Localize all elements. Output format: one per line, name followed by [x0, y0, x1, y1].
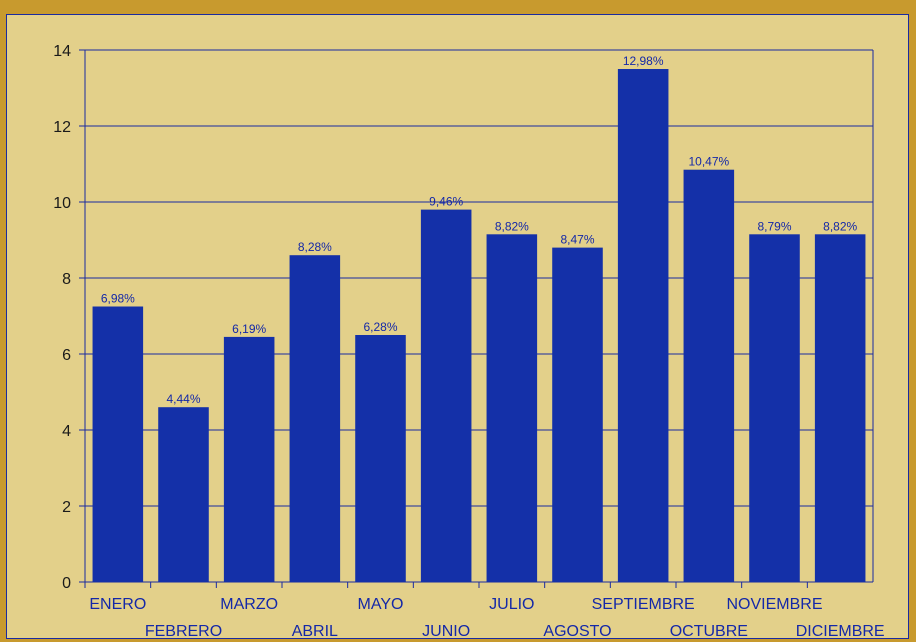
data-label: 6,28% — [363, 320, 397, 334]
x-tick-label: SEPTIEMBRE — [592, 596, 695, 613]
x-tick-label: MAYO — [358, 596, 404, 613]
y-tick-label: 2 — [62, 499, 71, 516]
bar-septiembre — [617, 69, 669, 582]
data-label: 4,44% — [166, 392, 200, 406]
bar-mayo — [355, 335, 406, 582]
bars — [92, 69, 866, 583]
x-tick-label: ABRIL — [292, 623, 338, 640]
x-tick-label: FEBRERO — [145, 623, 222, 640]
data-label: 10,47% — [688, 155, 729, 169]
bar-diciembre — [814, 234, 866, 583]
data-label: 9,46% — [429, 195, 463, 209]
bar-junio — [420, 209, 472, 582]
y-tick-label: 12 — [53, 119, 71, 136]
bar-chart: 0 2 4 6 8 10 12 14 6,98% ENERO 4,44% FEBRERO 6,19% MA… — [53, 43, 884, 640]
data-label: 8,47% — [560, 233, 594, 247]
bar-noviembre — [749, 234, 800, 583]
labels: 0 2 4 6 8 10 12 14 6,98% ENERO 4,44% FEBRERO 6,19% MA… — [53, 43, 884, 640]
bar-abril — [289, 255, 341, 582]
bar-octubre — [683, 169, 735, 582]
y-tick-label: 0 — [62, 575, 71, 592]
bar-enero — [92, 306, 144, 582]
x-tick-label: OCTUBRE — [670, 623, 748, 640]
y-tick-label: 8 — [62, 271, 71, 288]
data-label: 8,79% — [757, 219, 791, 233]
y-tick-label: 6 — [62, 347, 71, 364]
data-label: 8,82% — [495, 219, 529, 233]
axes — [79, 49, 874, 588]
y-tick-label: 14 — [53, 43, 71, 60]
y-tick-label: 4 — [62, 423, 71, 440]
data-label: 6,98% — [101, 292, 135, 306]
x-tick-label: NOVIEMBRE — [726, 596, 822, 613]
chart-frame: 0 2 4 6 8 10 12 14 6,98% ENERO 4,44% FEBRERO 6,19% MA… — [6, 14, 909, 640]
x-tick-label: ENERO — [89, 596, 146, 613]
y-tick-label: 10 — [53, 195, 71, 212]
bar-julio — [486, 234, 538, 583]
x-tick-label: JULIO — [489, 596, 534, 613]
data-label: 8,82% — [823, 219, 857, 233]
bar-agosto — [552, 247, 603, 582]
x-tick-label: AGOSTO — [543, 623, 611, 640]
x-tick-label: MARZO — [220, 596, 278, 613]
x-tick-label: JUNIO — [422, 623, 470, 640]
data-label: 6,19% — [232, 322, 266, 336]
bar-marzo — [223, 336, 275, 582]
data-label: 12,98% — [623, 54, 664, 68]
data-label: 8,28% — [298, 240, 332, 254]
grid-lines — [85, 49, 873, 507]
x-tick-label: DICIEMBRE — [796, 623, 885, 640]
bar-febrero — [158, 407, 209, 582]
